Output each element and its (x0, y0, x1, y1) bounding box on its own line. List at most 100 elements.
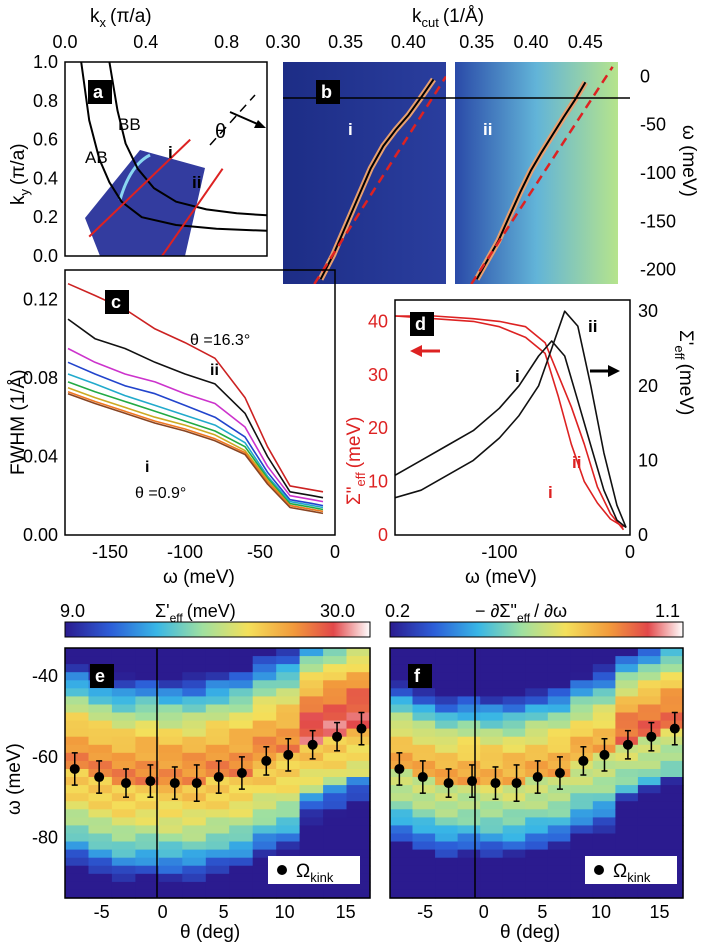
heatmap-cell (435, 760, 459, 770)
heatmap-cell (229, 696, 254, 706)
heatmap-cell (480, 720, 504, 730)
heatmap-cell (435, 752, 459, 762)
heatmap-cell (252, 664, 277, 673)
heatmap-cell (390, 688, 414, 697)
heatmap-cell (502, 744, 526, 754)
heatmap-cell (276, 777, 301, 786)
heatmap-cell (276, 833, 301, 843)
heatmap-cell (229, 664, 254, 673)
heatmap-cell (229, 720, 254, 730)
heatmap-cell (390, 849, 414, 859)
heatmap-cell (88, 696, 113, 706)
heatmap-cell (299, 785, 324, 794)
heatmap-cell (412, 841, 436, 851)
heatmap-cell (637, 777, 661, 786)
heatmap-cell (412, 736, 436, 746)
heatmap-cell (570, 672, 594, 681)
heatmap-cell (346, 672, 371, 681)
heatmap-cell (502, 849, 526, 859)
heatmap-cell (547, 865, 571, 875)
heatmap-cell (205, 728, 230, 738)
heatmap-cell (592, 889, 616, 899)
y-right-axis-title-d: Σ'eff(meV) (672, 330, 696, 415)
heatmap-cell (525, 664, 549, 673)
heatmap-cell (111, 672, 136, 681)
heatmap-cell (390, 672, 414, 681)
heatmap-cell (547, 688, 571, 697)
heatmap-cell (182, 672, 207, 681)
kink-point (554, 768, 565, 778)
heatmap-cell (412, 648, 436, 657)
label-cut-ii: ii (192, 173, 201, 192)
heatmap-cell (135, 696, 160, 706)
heatmap-cell (457, 849, 481, 859)
heatmap-cell (390, 881, 414, 891)
heatmap-cell (111, 712, 136, 722)
heatmap-cell (592, 793, 616, 802)
bare-band-ii (470, 66, 614, 284)
panel-e: 9.0 Σ'eff (meV) 30.0 e Ωkink -5 0 5 10 15 -40… (4, 601, 371, 943)
heatmap-cell (637, 833, 661, 843)
dashed-direction-line (209, 94, 256, 146)
heatmap-cell (299, 720, 324, 730)
heatmap-cell (412, 752, 436, 762)
label-d-red-ii: ii (572, 453, 581, 472)
heatmap-cell (65, 801, 90, 810)
heatmap-cell (570, 849, 594, 859)
heatmap-cell (205, 889, 230, 899)
heatmap-cell (390, 873, 414, 883)
heatmap-cell (502, 736, 526, 746)
heatmap-cell (525, 833, 549, 843)
heatmap-cell (65, 672, 90, 681)
heatmap-cell (525, 865, 549, 875)
heatmap-cell (592, 680, 616, 689)
heatmap-cell (547, 873, 571, 883)
heatmap-cell (457, 656, 481, 665)
heatmap-cell (299, 680, 324, 689)
heatmap-cell (111, 785, 136, 794)
kink-point (417, 772, 428, 783)
heatmap-cell (502, 696, 526, 706)
heatmap-cell (182, 656, 207, 665)
fwhm-series (67, 282, 324, 515)
heatmap-cell (65, 664, 90, 673)
heatmap-cell (547, 793, 571, 802)
heatmap-cell (525, 873, 549, 883)
label-theta-min: θ =0.9° (135, 485, 186, 502)
heatmap-cell (135, 744, 160, 754)
heatmap-cell (547, 801, 571, 810)
heatmap-cell (299, 752, 324, 762)
x-tick-label: -5 (94, 902, 110, 922)
heatmap-cell (229, 857, 254, 867)
heatmap-cell (502, 664, 526, 673)
heatmap-cell (229, 672, 254, 681)
heatmap-cell (435, 744, 459, 754)
heatmap-cell (570, 881, 594, 891)
heatmap-cell (88, 889, 113, 899)
heatmap-cell (252, 793, 277, 802)
heatmap-cell (299, 841, 324, 851)
heatmap-cell (229, 841, 254, 851)
y-tick-labels-b: 0 -50 -100 -150 -200 (640, 66, 676, 279)
heatmap-cell (346, 752, 371, 762)
x-axis-title-b: kcut (1/Å) (412, 6, 484, 30)
heatmap-cell (547, 857, 571, 867)
heatmap-cell (135, 664, 160, 673)
heatmap-cell (229, 736, 254, 746)
heatmap-cell (615, 680, 639, 689)
heatmap-cell (525, 720, 549, 730)
heatmap-cell (111, 664, 136, 673)
x-tick-labels-f: -5 0 5 10 15 (417, 902, 669, 922)
heatmap-cell (637, 664, 661, 673)
heatmap-cell (435, 785, 459, 794)
kink-point (169, 778, 180, 789)
x-axis-title-d: ω (meV) (465, 567, 537, 588)
heatmap-cell (412, 704, 436, 714)
heatmap-cell (111, 760, 136, 770)
heatmap-cell (88, 720, 113, 730)
heatmap-cell (390, 793, 414, 802)
heatmap-cell (660, 680, 684, 689)
heatmap-cell (299, 833, 324, 843)
heatmap-cell (135, 712, 160, 722)
heatmap-cell (570, 809, 594, 818)
